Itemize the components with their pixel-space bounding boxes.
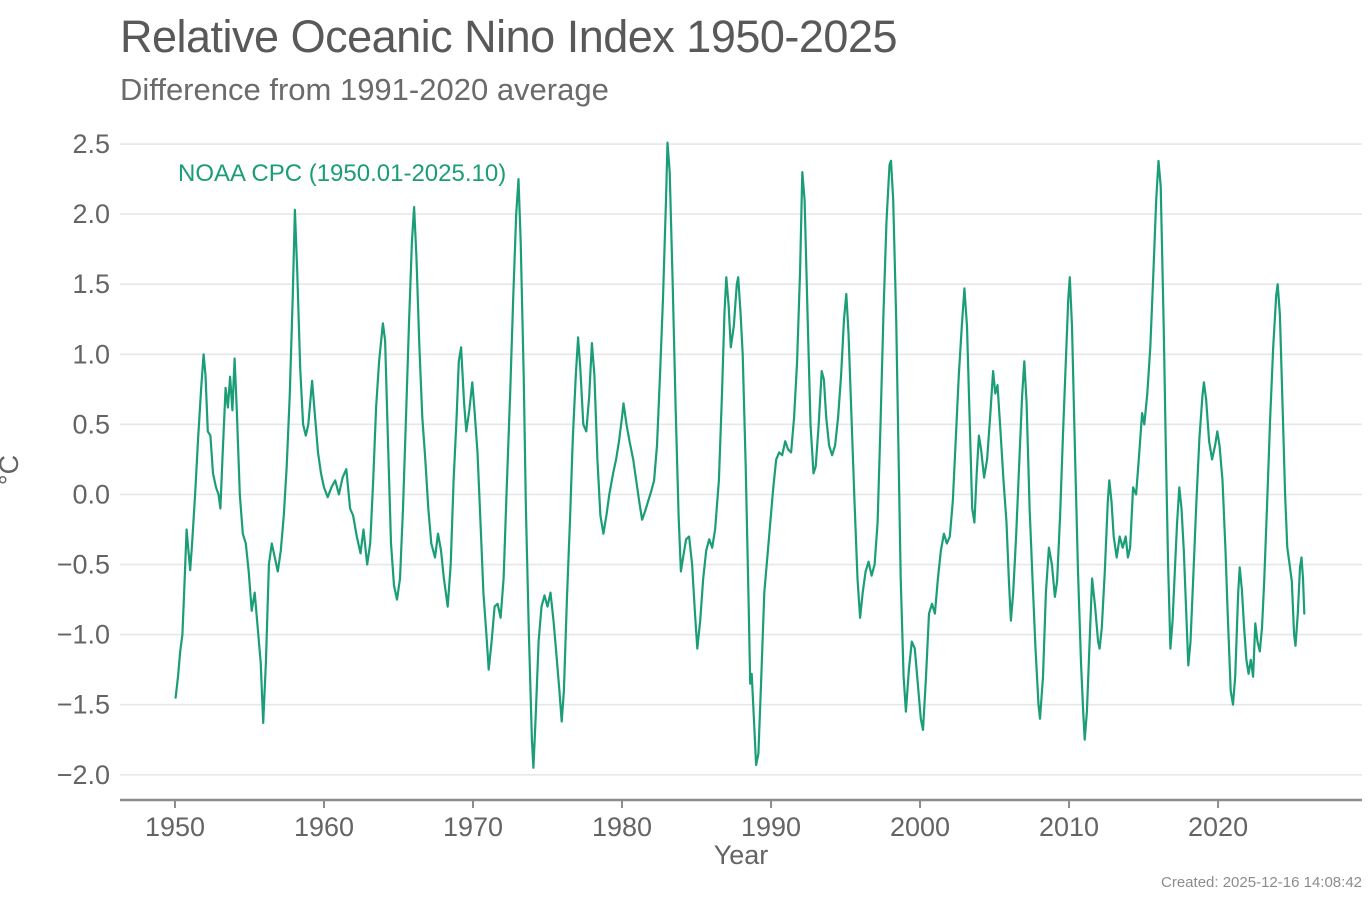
y-axis-tick-label: 1.5: [72, 269, 110, 299]
y-axis-tick-label: 2.0: [72, 199, 110, 229]
page-title: Relative Oceanic Nino Index 1950-2025: [120, 11, 898, 62]
y-axis-tick-label: −0.5: [57, 550, 110, 580]
created-timestamp: Created: 2025-12-16 14:08:42: [1161, 874, 1362, 891]
y-axis-tick-label: 1.0: [72, 339, 110, 369]
y-axis-tick-label: −2.0: [57, 760, 110, 790]
y-axis-tick-label: 2.5: [72, 129, 110, 159]
x-axis-tick-label: 1980: [592, 812, 652, 842]
oni-series-line: [174, 141, 1306, 769]
x-axis-tick-label: 2000: [890, 812, 950, 842]
x-axis-tick-label: 2010: [1039, 812, 1099, 842]
gridlines-layer: [120, 143, 1362, 776]
x-axis-title: Year: [714, 840, 769, 870]
x-axis-tick-label: 2020: [1188, 812, 1248, 842]
x-axis-tick-label: 1950: [145, 812, 205, 842]
x-axis-tick-label: 1960: [294, 812, 354, 842]
y-axis-tick-label: −1.0: [57, 620, 110, 650]
y-axis-tick-label: 0.5: [72, 409, 110, 439]
axes-layer: 2.5 2.0 1.5 1.0 0.5 0.0 −0.5 −1.0 −1.5 −2.0 1950 19…: [57, 129, 1362, 842]
oni-line-chart: 2.5 2.0 1.5 1.0 0.5 0.0 −0.5 −1.0 −1.5 −2.0 1950 19…: [0, 129, 1362, 870]
y-axis-title: °C: [0, 455, 24, 485]
x-axis-tick-label: 1990: [741, 812, 801, 842]
x-axis-tick-label: 1970: [443, 812, 503, 842]
legend-series-label: NOAA CPC (1950.01-2025.10): [178, 160, 506, 187]
data-series-layer: [174, 141, 1306, 769]
y-axis-tick-label: 0.0: [72, 479, 110, 509]
page-subtitle: Difference from 1991-2020 average: [120, 72, 609, 107]
y-axis-tick-label: −1.5: [57, 690, 110, 720]
